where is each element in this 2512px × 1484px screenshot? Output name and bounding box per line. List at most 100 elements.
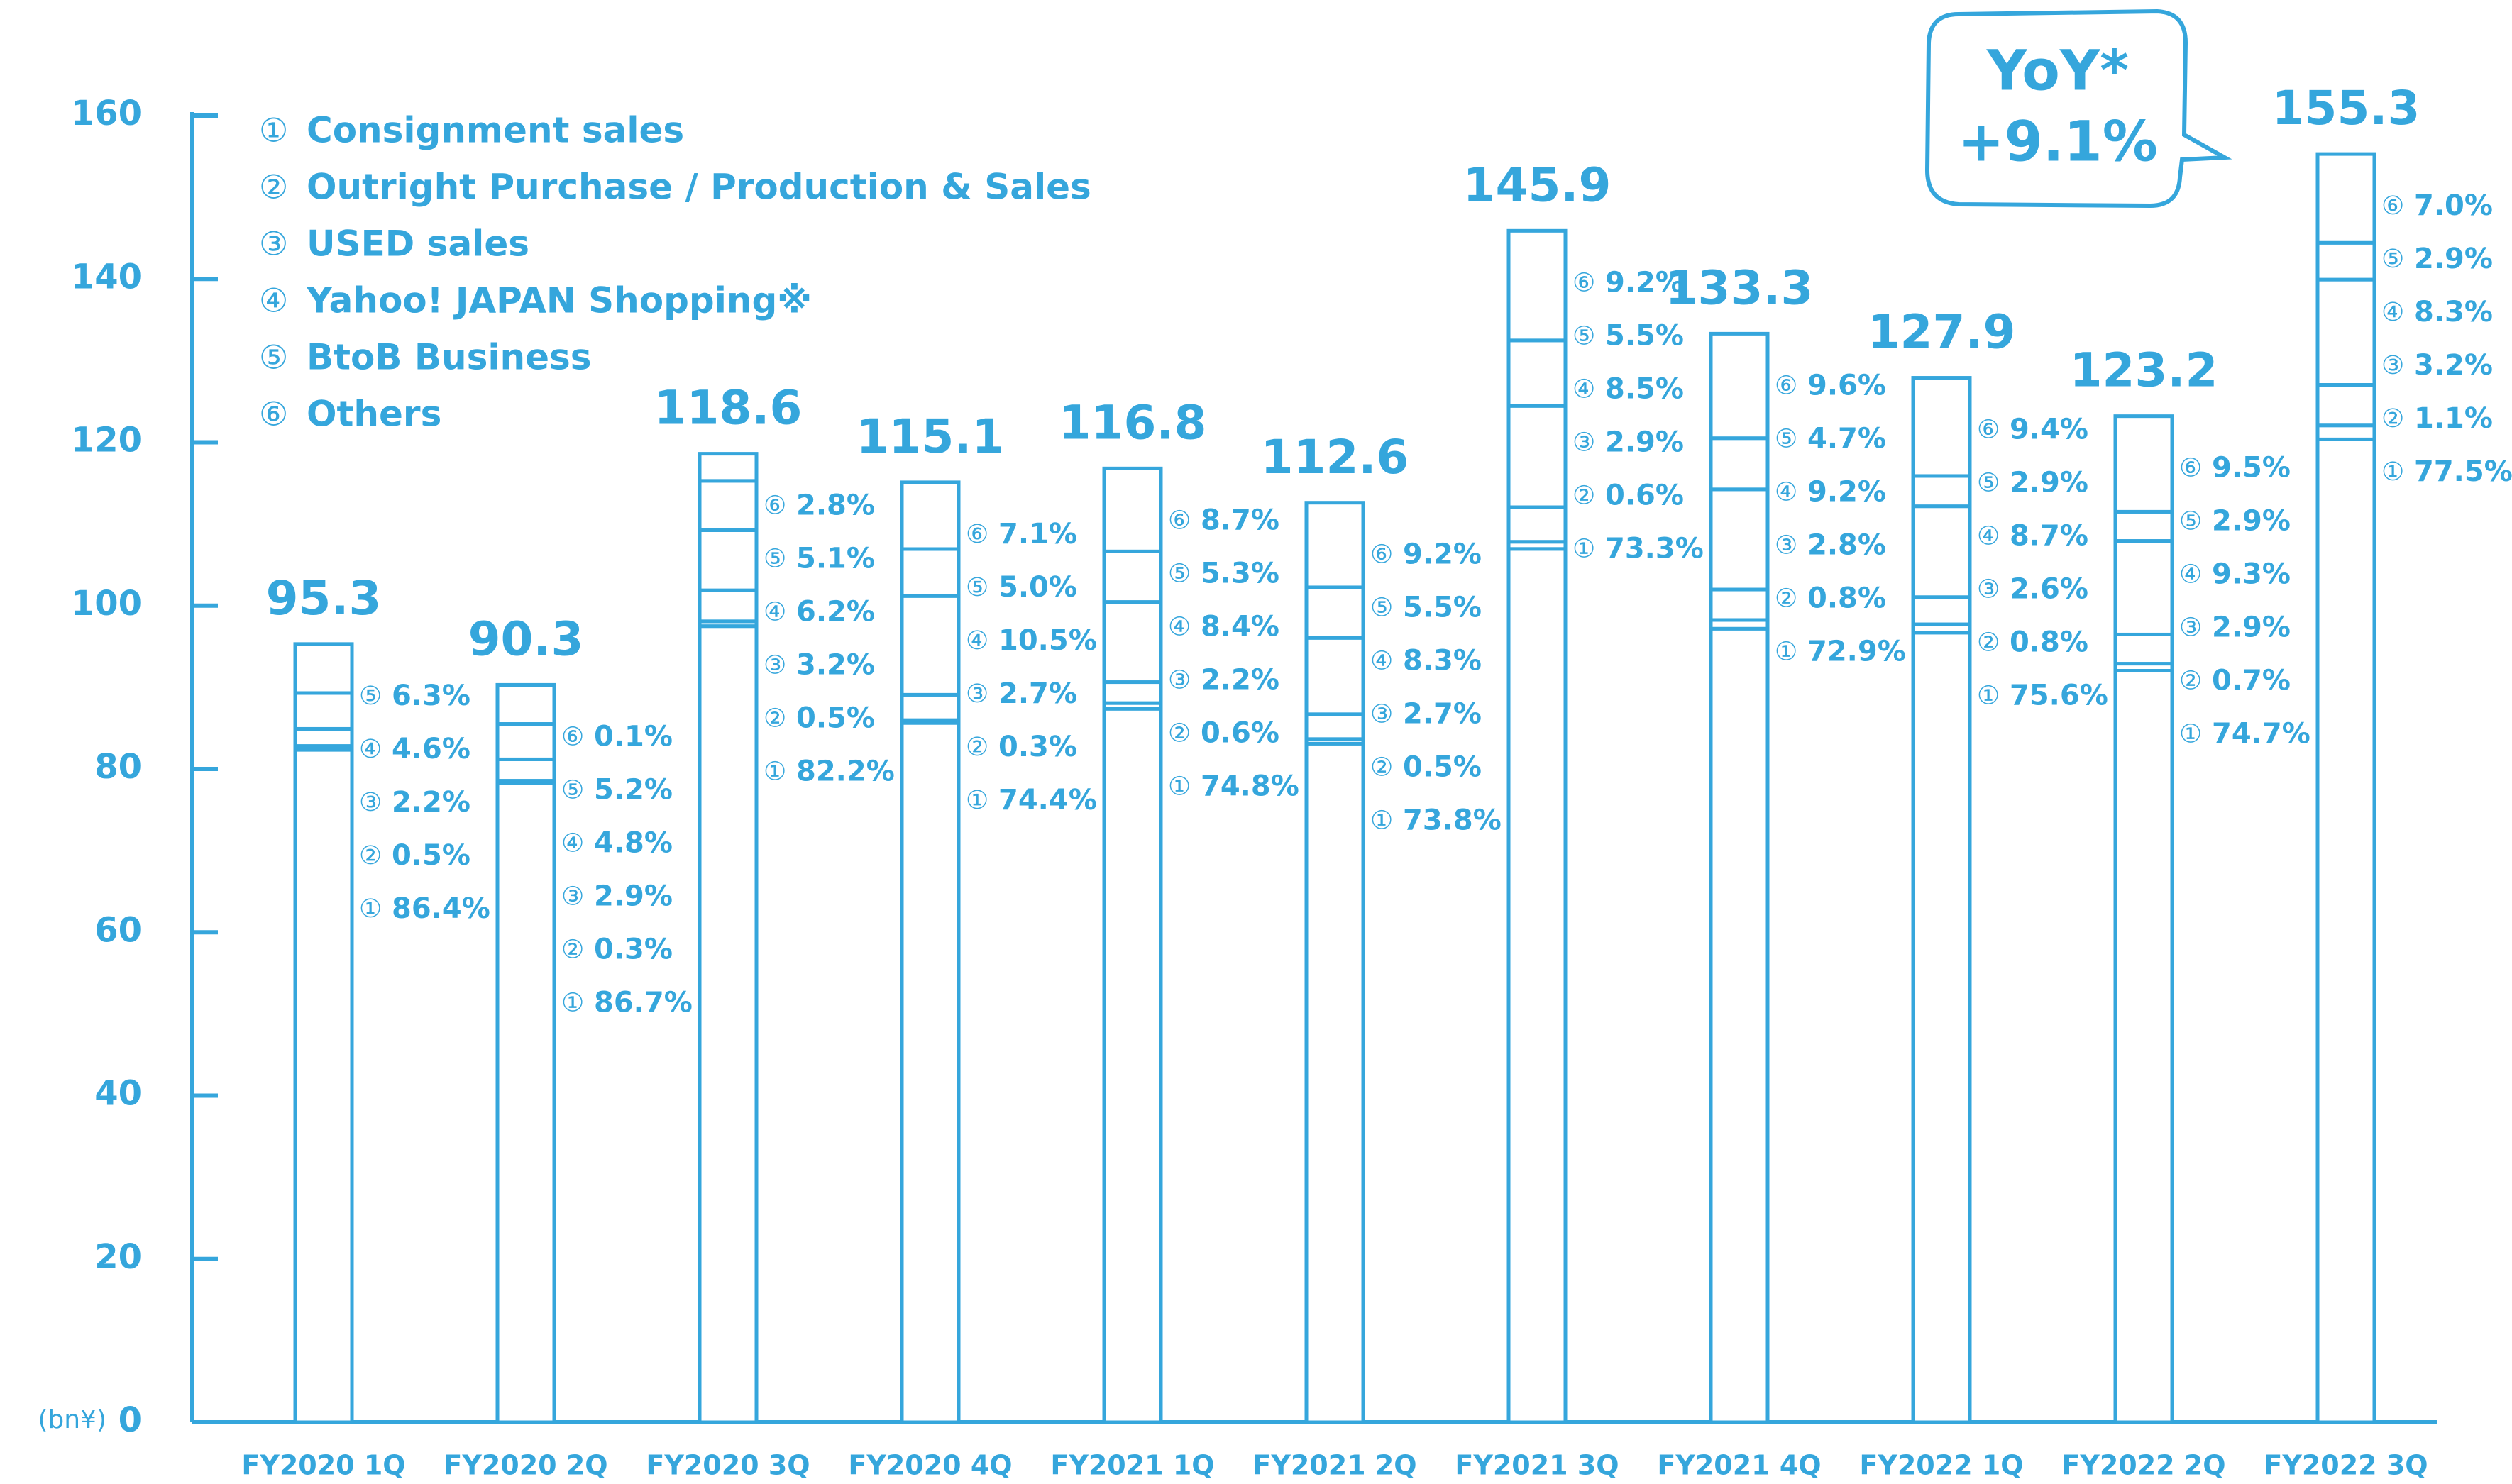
bar-segment <box>1911 631 1972 1424</box>
data-label-marker: ③ <box>1775 531 1797 560</box>
total-label: 118.6 <box>654 381 803 436</box>
data-label-marker: ⑥ <box>966 520 988 549</box>
bar-segment <box>900 547 961 598</box>
legend-marker: ③ <box>259 225 288 263</box>
data-label-marker: ① <box>1572 534 1595 563</box>
data-label: 2.2% <box>392 786 470 819</box>
data-label: 0.5% <box>1403 751 1482 784</box>
bar-segment <box>2315 240 2376 282</box>
bar-segment <box>2315 152 2376 245</box>
data-label-marker: ⑤ <box>1977 469 2000 498</box>
data-label: 2.9% <box>2010 467 2088 499</box>
data-label-marker: ② <box>2179 667 2202 696</box>
data-label-marker: ⑤ <box>966 573 988 602</box>
data-label: 0.7% <box>2212 665 2291 697</box>
x-tick-label: FY2020 2Q <box>444 1450 607 1481</box>
data-label-marker: ① <box>966 786 988 815</box>
data-label-marker: ⑥ <box>1572 268 1595 297</box>
legend-label: USED sales <box>307 223 529 265</box>
data-label: 8.5% <box>1605 372 1684 405</box>
data-label-marker: ② <box>966 733 988 762</box>
data-label: 5.5% <box>1403 592 1482 624</box>
y-tick-label: 80 <box>94 747 142 787</box>
data-label-marker: ③ <box>764 651 786 680</box>
x-tick-label: FY2021 1Q <box>1050 1450 1214 1481</box>
bar-segment <box>698 452 759 483</box>
bar-segment <box>1911 474 1972 509</box>
data-label-marker: ④ <box>1168 612 1191 641</box>
total-label: 95.3 <box>266 571 382 626</box>
data-label: 1.1% <box>2414 402 2493 435</box>
bar-segment <box>1506 228 1568 343</box>
bar-segment <box>698 528 759 592</box>
data-label: 2.9% <box>2212 611 2291 644</box>
x-tick-label: FY2021 4Q <box>1657 1450 1821 1481</box>
data-label-marker: ⑤ <box>1168 559 1191 588</box>
annotation: YoY* <box>1986 39 2129 103</box>
data-label-marker: ② <box>1168 719 1191 748</box>
data-label-marker: ⑤ <box>1775 424 1797 453</box>
data-label-marker: ③ <box>1977 575 2000 604</box>
data-label: 9.2% <box>1807 475 1886 508</box>
data-label: 74.7% <box>2212 718 2310 751</box>
total-label: 115.1 <box>856 409 1005 464</box>
bar-segment <box>1709 587 1770 622</box>
data-label-marker: ① <box>1775 637 1797 666</box>
bar-segment <box>2113 669 2174 1424</box>
data-label: 8.3% <box>2414 296 2493 328</box>
bar-segment <box>1304 585 1365 640</box>
bar-segment <box>495 683 556 726</box>
data-label: 3.2% <box>2414 349 2493 382</box>
bar-segment <box>2315 277 2376 387</box>
bar-segment <box>1304 741 1365 1424</box>
data-label: 4.7% <box>1807 422 1886 455</box>
bar-segment <box>900 692 961 722</box>
y-tick-label: 60 <box>94 910 142 950</box>
data-label: 7.0% <box>2414 189 2493 222</box>
data-label: 86.4% <box>392 892 490 925</box>
data-label-marker: ③ <box>2381 351 2404 380</box>
bar-segment <box>1304 712 1365 741</box>
data-label-marker: ④ <box>2381 298 2404 327</box>
bar-segment <box>698 624 759 1424</box>
bar-segment <box>495 722 556 761</box>
data-label: 0.3% <box>594 933 673 965</box>
data-label: 10.5% <box>998 624 1097 657</box>
data-label-marker: ⑤ <box>1572 321 1595 350</box>
data-label: 0.8% <box>2010 626 2088 659</box>
bar-segment <box>1709 436 1770 492</box>
x-tick-label: FY2021 2Q <box>1252 1450 1416 1481</box>
data-label-marker: ③ <box>1168 665 1191 694</box>
data-label-marker: ⑤ <box>2381 245 2404 274</box>
data-label: 74.8% <box>1201 770 1299 802</box>
data-label: 6.2% <box>796 596 875 629</box>
data-label: 0.5% <box>796 702 875 735</box>
data-label: 2.8% <box>1807 528 1886 561</box>
bar-segment <box>900 594 961 697</box>
data-label: 86.7% <box>594 986 693 1019</box>
data-label-marker: ④ <box>2179 560 2202 589</box>
data-label-marker: ② <box>2381 404 2404 433</box>
data-label: 5.0% <box>998 571 1077 604</box>
bar-segment <box>293 642 354 695</box>
bar-segment <box>495 757 556 783</box>
data-label-marker: ④ <box>1977 522 2000 551</box>
x-tick-label: FY2022 2Q <box>2061 1450 2225 1481</box>
x-tick-label: FY2020 3Q <box>646 1450 810 1481</box>
data-label-marker: ③ <box>2179 614 2202 643</box>
data-label: 2.9% <box>594 880 673 912</box>
bar-segment <box>1911 376 1972 478</box>
data-label-marker: ⑥ <box>1775 371 1797 400</box>
data-label-marker: ⑥ <box>1977 416 2000 445</box>
data-label-marker: ① <box>764 758 786 787</box>
bar-segment <box>1102 600 1163 685</box>
data-label-marker: ② <box>1370 753 1393 782</box>
data-label: 0.6% <box>1605 479 1684 511</box>
data-label-marker: ③ <box>966 680 988 709</box>
bar-segment <box>1911 504 1972 599</box>
data-label: 77.5% <box>2414 455 2512 488</box>
bar-segment <box>1506 505 1568 544</box>
data-label: 6.3% <box>392 680 470 712</box>
data-label: 5.3% <box>1201 557 1279 589</box>
data-label: 5.2% <box>594 773 673 806</box>
